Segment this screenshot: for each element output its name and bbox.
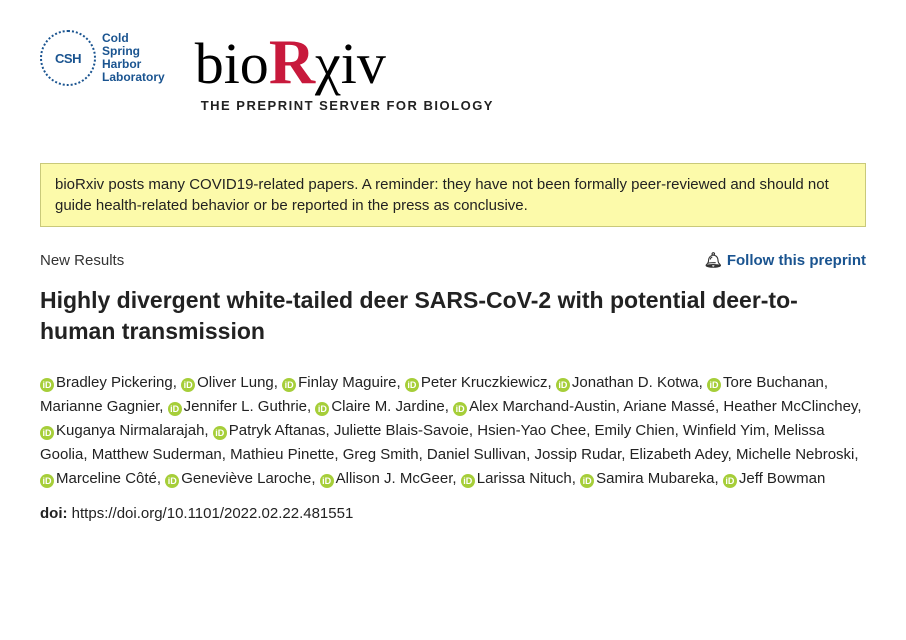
author-name[interactable]: Mathieu Pinette: [230, 446, 334, 463]
orcid-icon[interactable]: iD: [282, 378, 296, 392]
orcid-icon[interactable]: iD: [40, 426, 54, 440]
author-name[interactable]: Ariane Massé: [623, 398, 715, 415]
author-name[interactable]: Geneviève Laroche: [181, 470, 311, 487]
author-name[interactable]: Marceline Côté: [56, 470, 157, 487]
author-list: iDBradley Pickering, iDOliver Lung, iDFi…: [40, 371, 866, 491]
orcid-icon[interactable]: iD: [405, 378, 419, 392]
csh-label-text: Cold Spring Harbor Laboratory: [102, 32, 165, 85]
orcid-icon[interactable]: iD: [320, 474, 334, 488]
covid-notice: bioRxiv posts many COVID19-related paper…: [40, 163, 866, 227]
meta-row: New Results 🔔︎ Follow this preprint: [40, 251, 866, 269]
header-logos: CSH Cold Spring Harbor Laboratory bioRχi…: [40, 30, 866, 113]
orcid-icon[interactable]: iD: [556, 378, 570, 392]
orcid-icon[interactable]: iD: [461, 474, 475, 488]
csh-logo[interactable]: CSH Cold Spring Harbor Laboratory: [40, 30, 165, 86]
author-name[interactable]: Juliette Blais-Savoie: [334, 422, 469, 439]
orcid-icon[interactable]: iD: [165, 474, 179, 488]
follow-preprint-link[interactable]: 🔔︎ Follow this preprint: [704, 251, 866, 269]
doi-label: doi:: [40, 505, 68, 522]
author-name[interactable]: Greg Smith: [343, 446, 419, 463]
author-name[interactable]: Bradley Pickering: [56, 374, 173, 391]
orcid-icon[interactable]: iD: [40, 474, 54, 488]
article-title: Highly divergent white-tailed deer SARS-…: [40, 285, 866, 347]
author-name[interactable]: Jossip Rudar: [534, 446, 621, 463]
author-name[interactable]: Jonathan D. Kotwa: [572, 374, 699, 391]
author-name[interactable]: Claire M. Jardine: [331, 398, 444, 415]
author-name[interactable]: Elizabeth Adey: [630, 446, 728, 463]
author-name[interactable]: Emily Chien: [595, 422, 675, 439]
author-name[interactable]: Tore Buchanan: [723, 374, 824, 391]
orcid-icon[interactable]: iD: [707, 378, 721, 392]
author-name[interactable]: Alex Marchand-Austin: [469, 398, 616, 415]
biorxiv-logo-block[interactable]: bioRχiv THE PREPRINT SERVER FOR BIOLOGY: [195, 30, 494, 113]
author-name[interactable]: Winfield Yim: [683, 422, 766, 439]
author-name[interactable]: Hsien-Yao Chee: [477, 422, 586, 439]
author-name[interactable]: Oliver Lung: [197, 374, 274, 391]
orcid-icon[interactable]: iD: [453, 402, 467, 416]
author-name[interactable]: Patryk Aftanas: [229, 422, 326, 439]
orcid-icon[interactable]: iD: [580, 474, 594, 488]
biorxiv-logo: bioRχiv: [195, 30, 494, 94]
author-name[interactable]: Michelle Nebroski: [736, 446, 854, 463]
orcid-icon[interactable]: iD: [723, 474, 737, 488]
follow-label: Follow this preprint: [727, 252, 866, 269]
csh-circle-icon: CSH: [40, 30, 96, 86]
orcid-icon[interactable]: iD: [168, 402, 182, 416]
author-name[interactable]: Allison J. McGeer: [336, 470, 453, 487]
orcid-icon[interactable]: iD: [213, 426, 227, 440]
author-name[interactable]: Jeff Bowman: [739, 470, 825, 487]
author-name[interactable]: Heather McClinchey: [723, 398, 857, 415]
author-name[interactable]: Kuganya Nirmalarajah: [56, 422, 204, 439]
orcid-icon[interactable]: iD: [181, 378, 195, 392]
biorxiv-tagline: THE PREPRINT SERVER FOR BIOLOGY: [201, 98, 494, 113]
author-name[interactable]: Matthew Suderman: [92, 446, 222, 463]
bell-icon: 🔔︎: [704, 251, 723, 269]
orcid-icon[interactable]: iD: [40, 378, 54, 392]
author-name[interactable]: Larissa Nituch: [477, 470, 572, 487]
author-name[interactable]: Finlay Maguire: [298, 374, 396, 391]
doi-line: doi: https://doi.org/10.1101/2022.02.22.…: [40, 505, 866, 522]
author-name[interactable]: Daniel Sullivan: [427, 446, 526, 463]
orcid-icon[interactable]: iD: [315, 402, 329, 416]
author-name[interactable]: Peter Kruczkiewicz: [421, 374, 548, 391]
category-label: New Results: [40, 252, 124, 269]
author-name[interactable]: Samira Mubareka: [596, 470, 714, 487]
doi-value[interactable]: https://doi.org/10.1101/2022.02.22.48155…: [72, 505, 354, 522]
author-name[interactable]: Jennifer L. Guthrie: [184, 398, 307, 415]
author-name[interactable]: Marianne Gagnier: [40, 398, 159, 415]
